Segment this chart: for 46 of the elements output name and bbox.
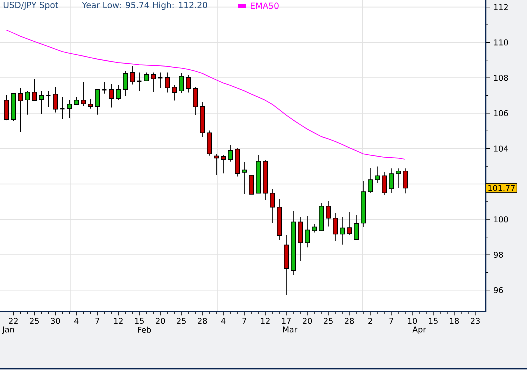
candlestick: [284, 234, 290, 296]
candlestick: [340, 216, 346, 246]
candlestick: [389, 168, 394, 194]
candlestick: [95, 89, 100, 116]
candlestick: [249, 175, 254, 195]
candlestick: [368, 168, 373, 194]
candlestick: [207, 130, 212, 156]
candlestick: [32, 79, 38, 102]
candlestick: [270, 188, 276, 224]
text: USD/JPY Spot: [4, 2, 58, 10]
candlestick: [39, 90, 44, 115]
candlestick: [326, 200, 332, 228]
candlestick: [375, 166, 380, 184]
candlestick: [109, 84, 114, 108]
candlestick: [179, 73, 184, 94]
candlestick: [354, 215, 359, 241]
candlestick: [382, 172, 387, 196]
candlestick: [4, 95, 10, 121]
candlestick: [172, 85, 178, 102]
candlestick: [228, 144, 234, 162]
candlestick: [116, 85, 122, 101]
candlestick: [396, 168, 401, 188]
candlestick: [67, 100, 72, 118]
candlestick: [305, 216, 310, 248]
candlestick: [88, 99, 94, 110]
candlestick: [81, 82, 86, 107]
candlestick: [193, 86, 198, 116]
candlestick: [46, 90, 52, 108]
candlestick: [221, 154, 226, 174]
candlestick: [18, 88, 24, 133]
candlestick: [25, 90, 30, 116]
candlestick: [298, 216, 304, 262]
candlestick: [186, 75, 192, 94]
candlestick: [242, 162, 248, 195]
candlestick: [347, 212, 352, 236]
candlestick: [130, 66, 136, 86]
candlestick: [333, 212, 338, 242]
candlestick: [53, 87, 58, 114]
candlestick: [123, 71, 128, 96]
line-series: [6, 30, 406, 160]
candlestick: [151, 72, 156, 92]
text: Year Low: 95.74 High: 112.20: [82, 2, 208, 10]
candlestick: [214, 154, 220, 176]
legend-label: EMA50: [251, 2, 279, 10]
candlestick: [403, 168, 408, 194]
candlestick: [165, 72, 170, 94]
